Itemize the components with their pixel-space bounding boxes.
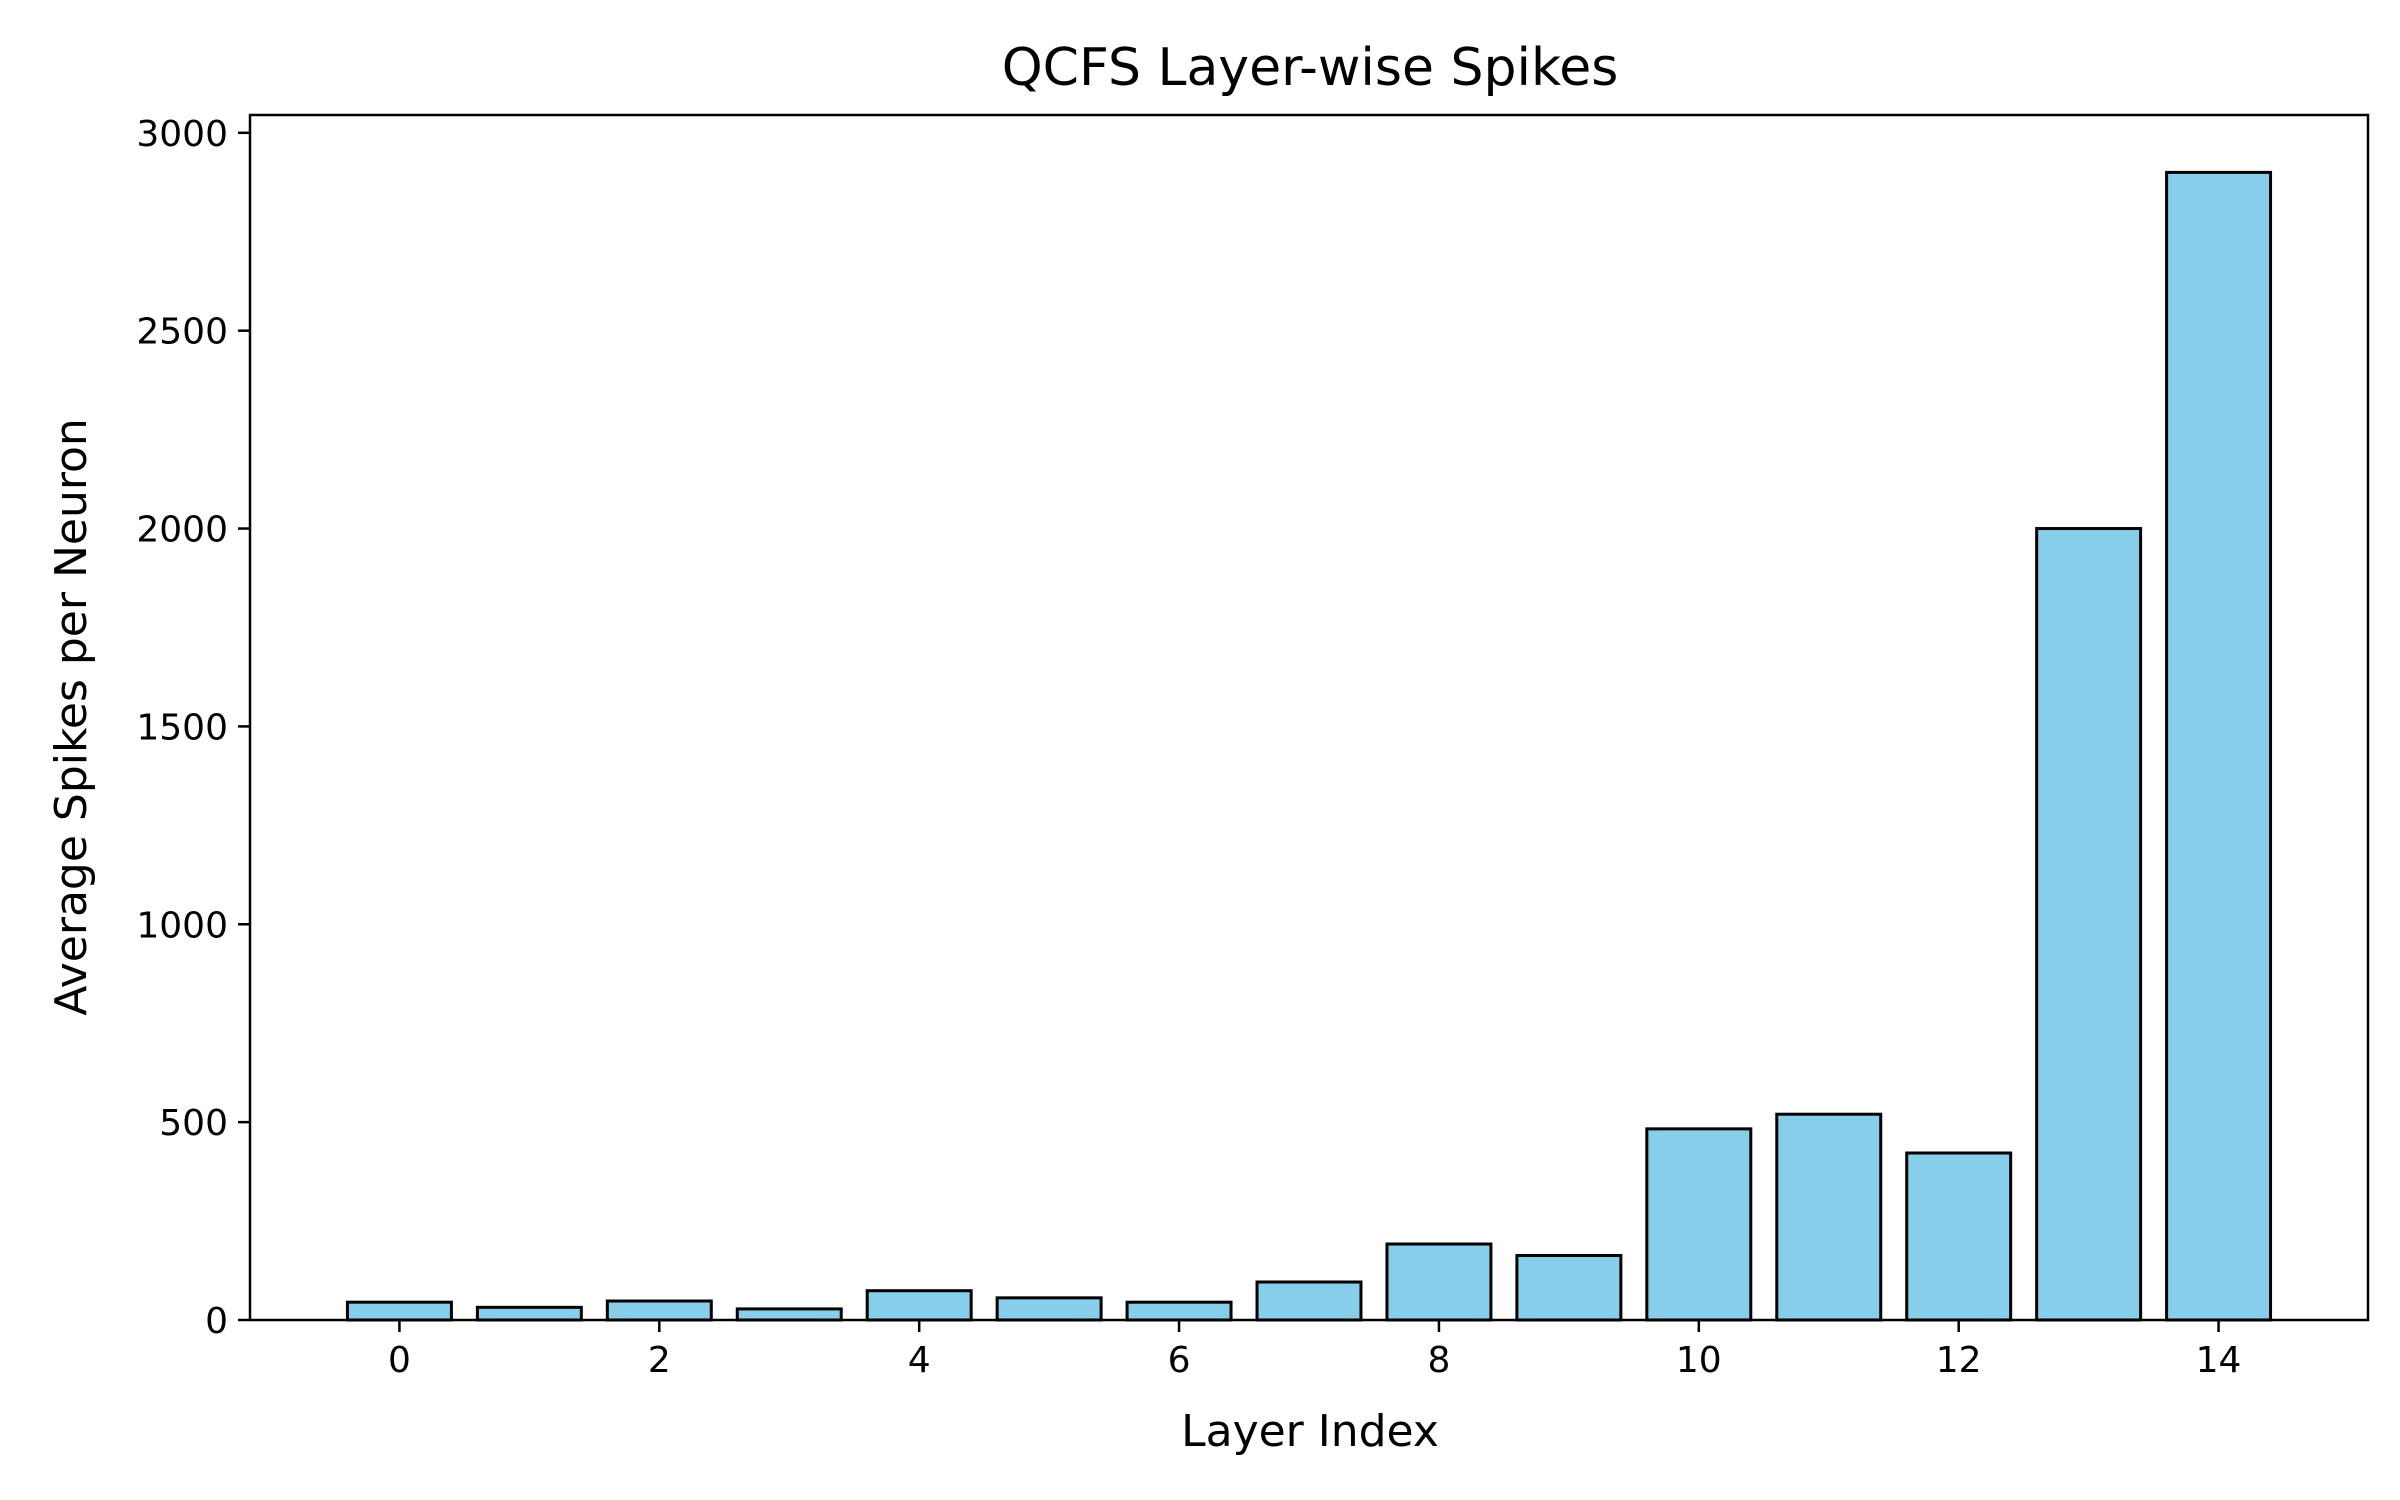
bar-layer-13	[2035, 527, 2143, 1322]
y-tick-label: 2000	[136, 510, 228, 551]
x-axis-label: Layer Index	[1181, 1406, 1439, 1457]
bars-group	[345, 170, 2273, 1322]
bar-layer-5	[995, 1296, 1103, 1322]
bar-layer-8	[1385, 1242, 1493, 1322]
bar-layer-2	[605, 1299, 713, 1322]
x-axis-ticks: 0 2 4 6 8 10 12 14	[388, 1320, 2242, 1381]
chart-title: QCFS Layer-wise Spikes	[1002, 38, 1619, 98]
x-tick-label: 14	[2196, 1340, 2242, 1381]
y-tick-label: 500	[159, 1103, 228, 1144]
x-tick-label: 0	[388, 1340, 411, 1381]
x-tick-label: 8	[1427, 1340, 1450, 1381]
y-tick-label: 1500	[136, 707, 228, 748]
bar-layer-12	[1905, 1151, 2013, 1322]
y-axis-label: Average Spikes per Neuron	[46, 418, 97, 1016]
x-tick-label: 12	[1936, 1340, 1982, 1381]
plot-frame	[248, 113, 2370, 1322]
bar-layer-7	[1255, 1280, 1363, 1322]
bar-layer-6	[1125, 1300, 1233, 1322]
y-tick-label: 0	[205, 1301, 228, 1342]
y-tick-label: 3000	[136, 114, 228, 155]
bar-layer-11	[1775, 1112, 1883, 1322]
y-tick-label: 1000	[136, 905, 228, 946]
x-tick-label: 6	[1168, 1340, 1191, 1381]
bar-layer-14	[2165, 170, 2273, 1322]
bar-layer-4	[865, 1289, 973, 1322]
y-tick-label: 2500	[136, 312, 228, 353]
x-tick-label: 2	[648, 1340, 671, 1381]
bar-layer-1	[475, 1305, 583, 1322]
bar-layer-10	[1645, 1127, 1753, 1322]
bar-layer-9	[1515, 1253, 1623, 1322]
x-tick-label: 4	[908, 1340, 931, 1381]
bar-layer-0	[345, 1300, 453, 1322]
bar-layer-3	[735, 1307, 843, 1322]
x-tick-label: 10	[1676, 1340, 1722, 1381]
y-axis-ticks: 0 500 1000 1500 2000 2500 3000	[136, 114, 250, 1342]
